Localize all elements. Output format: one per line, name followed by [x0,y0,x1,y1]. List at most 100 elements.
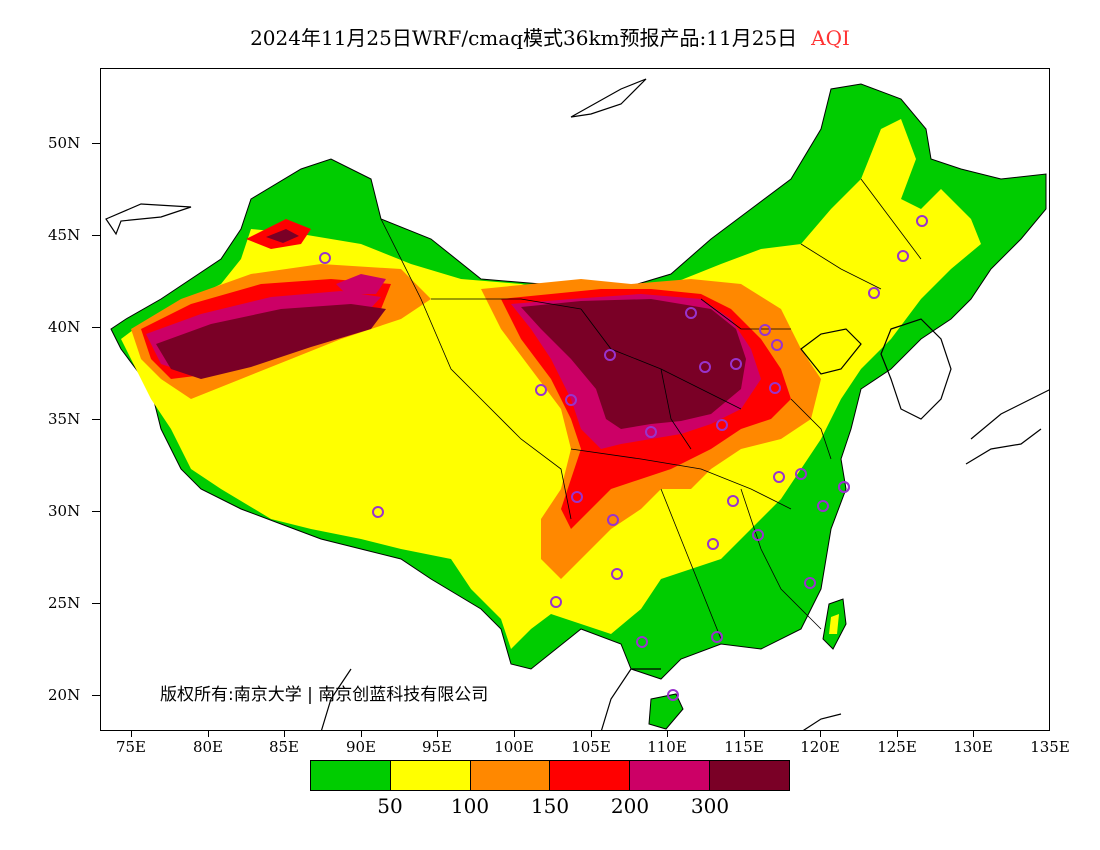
city-marker [773,471,785,483]
city-marker [804,577,816,589]
lat-tick [92,695,100,696]
city-marker [685,307,697,319]
lat-tick [92,143,100,144]
city-markers [319,215,928,701]
legend-swatch-over-300 [710,761,789,790]
lon-tick [437,731,438,737]
aqi-hotspot-north-core [266,229,299,243]
province-boundaries [380,178,922,640]
city-marker [716,419,728,431]
copyright-notice: 版权所有:南京大学 | 南京创蓝科技有限公司 [160,685,489,705]
city-marker [611,568,623,580]
lat-label-20n: 20N [48,686,81,704]
city-marker [916,215,928,227]
city-marker [607,514,619,526]
title-variable: AQI [811,26,850,50]
lon-tick [897,731,898,737]
lon-tick [514,731,515,737]
lat-label-45n: 45N [48,226,81,244]
coastline-southeast-asia [320,668,842,730]
city-marker [571,491,583,503]
map-title: 2024年11月25日WRF/cmaq模式36km预报产品:11月25日 AQI [0,22,1100,51]
aqi-map-canvas [105,78,1049,730]
island-taiwan-yellow [829,614,839,634]
coastline-bohai [800,328,862,375]
city-marker [759,324,771,336]
city-marker [699,361,711,373]
city-marker [604,349,616,361]
city-marker [550,596,562,608]
legend-label-150: 150 [530,794,570,818]
city-marker [769,382,781,394]
lon-tick [208,731,209,737]
lon-tick [667,731,668,737]
legend-label-100: 100 [450,794,490,818]
lon-label-115e: 115E [724,738,764,756]
island-hainan [648,693,684,730]
lat-label-40n: 40N [48,318,81,336]
legend-label-300: 300 [690,794,730,818]
lat-tick [92,511,100,512]
legend-label-200: 200 [610,794,650,818]
city-marker [730,358,742,370]
lat-label-30n: 30N [48,502,81,520]
legend-swatch-50-100 [390,761,471,790]
lon-label-135e: 135E [1030,738,1070,756]
lon-label-100e: 100E [494,738,534,756]
lon-label-120e: 120E [800,738,840,756]
lat-tick [92,603,100,604]
lon-label-130e: 130E [953,738,993,756]
lon-label-125e: 125E [877,738,917,756]
lon-tick [361,731,362,737]
title-main: 2024年11月25日WRF/cmaq模式36km预报产品:11月25日 [250,26,798,50]
city-marker [636,636,648,648]
lon-tick [591,731,592,737]
coastline-japan [965,389,1049,465]
lon-label-90e: 90E [345,738,377,756]
city-marker [645,426,657,438]
aqi-region-maroon [156,299,746,429]
lat-label-50n: 50N [48,134,81,152]
city-marker [795,468,807,480]
city-marker [868,287,880,299]
city-marker [535,384,547,396]
legend-swatch-100-150 [470,761,551,790]
lat-label-25n: 25N [48,594,81,612]
lon-label-80e: 80E [192,738,224,756]
city-marker [319,252,331,264]
lat-tick [92,235,100,236]
legend-swatch-0-50 [311,761,391,790]
lon-tick [744,731,745,737]
lon-label-95e: 95E [421,738,453,756]
aqi-hotspot-east [336,274,386,294]
coastline-korea [880,318,952,420]
city-marker [727,495,739,507]
lat-label-35n: 35N [48,410,81,428]
lon-label-75e: 75E [115,738,147,756]
city-marker [752,529,764,541]
city-marker [711,631,723,643]
city-marker [565,394,577,406]
legend-swatch-150-200 [550,761,631,790]
city-marker [897,250,909,262]
lat-tick [92,327,100,328]
aqi-colorbar [310,760,790,791]
city-marker [707,538,719,550]
city-marker [372,506,384,518]
lon-tick [820,731,821,737]
city-marker [667,689,679,701]
lat-tick [92,419,100,420]
coastline-north [570,78,647,118]
legend-swatch-200-300 [630,761,711,790]
legend-label-50: 50 [377,794,403,818]
lon-label-105e: 105E [571,738,611,756]
lon-label-110e: 110E [647,738,687,756]
lon-tick [131,731,132,737]
lon-tick [973,731,974,737]
city-marker [771,339,783,351]
city-marker [838,481,850,493]
lon-label-85e: 85E [268,738,300,756]
city-marker [817,500,829,512]
coastline-kazakh [105,203,192,236]
lon-tick [284,731,285,737]
